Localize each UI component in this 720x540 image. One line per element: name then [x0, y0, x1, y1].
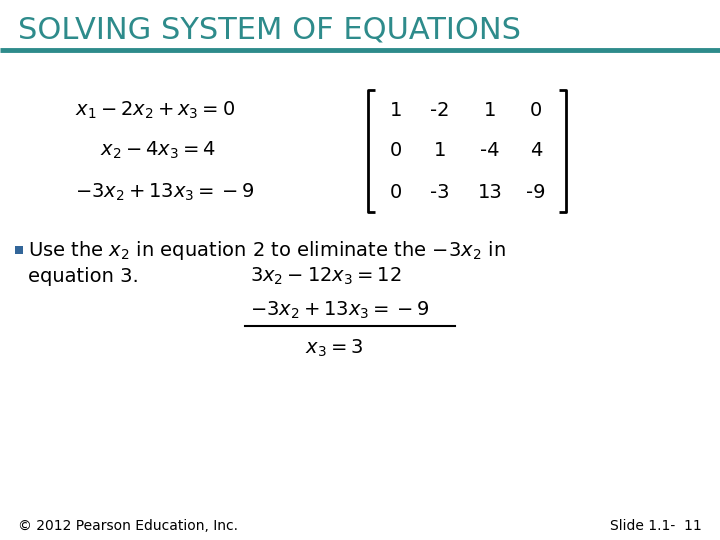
Text: -3: -3 [431, 183, 450, 201]
Text: Slide 1.1-  11: Slide 1.1- 11 [611, 519, 702, 533]
Text: 0: 0 [390, 183, 402, 201]
Text: 0: 0 [530, 100, 542, 119]
Text: $-3x_2 + 13x_3 = -9$: $-3x_2 + 13x_3 = -9$ [250, 299, 430, 321]
Text: © 2012 Pearson Education, Inc.: © 2012 Pearson Education, Inc. [18, 519, 238, 533]
Text: $3x_2 - 12x_3 = 12$: $3x_2 - 12x_3 = 12$ [250, 265, 402, 287]
Text: 0: 0 [390, 140, 402, 159]
Text: Use the $x_2$ in equation 2 to eliminate the $-3x_2$ in: Use the $x_2$ in equation 2 to eliminate… [28, 239, 505, 261]
Text: -9: -9 [526, 183, 546, 201]
Text: 1: 1 [484, 100, 496, 119]
Text: $x_2 - 4x_3 = 4$: $x_2 - 4x_3 = 4$ [100, 139, 216, 160]
Text: $x_3 = 3$: $x_3 = 3$ [305, 338, 363, 359]
Text: equation 3.: equation 3. [28, 267, 139, 286]
Text: SOLVING SYSTEM OF EQUATIONS: SOLVING SYSTEM OF EQUATIONS [18, 16, 521, 44]
Text: -4: -4 [480, 140, 500, 159]
Text: 4: 4 [530, 140, 542, 159]
Text: -2: -2 [431, 100, 450, 119]
Text: 1: 1 [434, 140, 446, 159]
Text: $-3x_2 + 13x_3 = -9$: $-3x_2 + 13x_3 = -9$ [75, 181, 255, 202]
Text: 1: 1 [390, 100, 402, 119]
Text: 13: 13 [477, 183, 503, 201]
Bar [15, 246, 23, 254]
Text: $x_1 - 2x_2 + x_3 = 0$: $x_1 - 2x_2 + x_3 = 0$ [75, 99, 235, 120]
